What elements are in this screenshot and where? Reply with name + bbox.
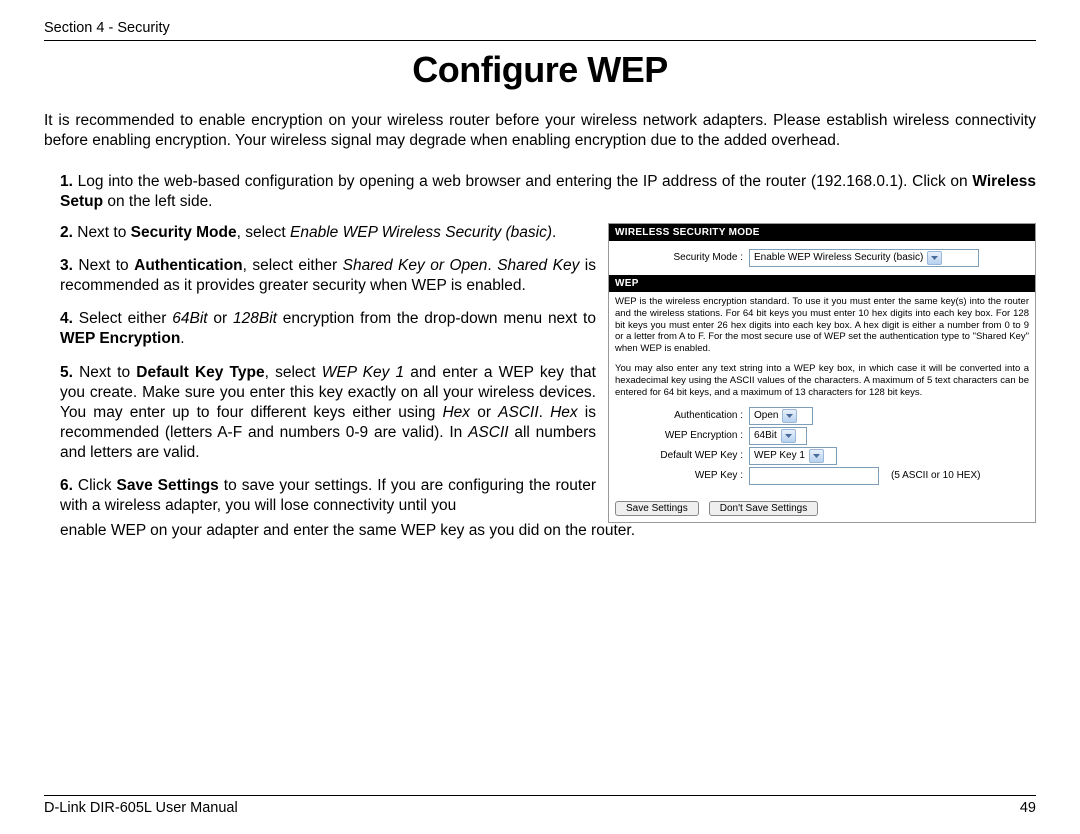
text: or bbox=[208, 310, 233, 327]
security-mode-header: WIRELESS SECURITY MODE bbox=[609, 224, 1035, 241]
wep-key-hint: (5 ASCII or 10 HEX) bbox=[891, 470, 980, 481]
text: Select either bbox=[73, 310, 172, 327]
section-header: Section 4 - Security bbox=[44, 20, 1036, 36]
security-mode-select[interactable]: Enable WEP Wireless Security (basic) bbox=[749, 249, 979, 267]
italic: ASCII bbox=[498, 404, 538, 421]
step-number: 5. bbox=[60, 364, 73, 381]
step-3: 3. Next to Authentication, select either… bbox=[44, 256, 596, 296]
italic: 64Bit bbox=[172, 310, 207, 327]
footer-left: D-Link DIR-605L User Manual bbox=[44, 800, 238, 816]
step-5: 5. Next to Default Key Type, select WEP … bbox=[44, 363, 596, 464]
select-value: Open bbox=[754, 410, 778, 421]
authentication-select[interactable]: Open bbox=[749, 407, 813, 425]
chevron-down-icon bbox=[781, 429, 796, 443]
step-4: 4. Select either 64Bit or 128Bit encrypt… bbox=[44, 309, 596, 349]
text: . bbox=[180, 330, 184, 347]
text: Next to bbox=[73, 364, 136, 381]
wep-encryption-select[interactable]: 64Bit bbox=[749, 427, 807, 445]
text: on the left side. bbox=[103, 193, 212, 210]
text: , select either bbox=[243, 257, 343, 274]
default-wep-key-label: Default WEP Key : bbox=[617, 450, 745, 461]
text: encryption from the drop-down menu next … bbox=[277, 310, 596, 327]
router-config-screenshot: WIRELESS SECURITY MODE Security Mode : E… bbox=[608, 223, 1036, 523]
text: Next to bbox=[73, 224, 131, 241]
wep-key-label: WEP Key : bbox=[617, 470, 745, 481]
wep-encryption-label: WEP Encryption : bbox=[617, 430, 745, 441]
select-value: Enable WEP Wireless Security (basic) bbox=[754, 252, 923, 263]
italic: WEP Key 1 bbox=[322, 364, 404, 381]
italic: 128Bit bbox=[233, 310, 277, 327]
bold: Default Key Type bbox=[136, 364, 264, 381]
page-title: Configure WEP bbox=[44, 49, 1036, 91]
step-number: 6. bbox=[60, 477, 73, 494]
default-wep-key-select[interactable]: WEP Key 1 bbox=[749, 447, 837, 465]
text: Next to bbox=[73, 257, 134, 274]
select-value: 64Bit bbox=[754, 430, 777, 441]
italic: Hex bbox=[442, 404, 470, 421]
chevron-down-icon bbox=[782, 409, 797, 423]
wep-header: WEP bbox=[609, 275, 1035, 292]
save-settings-button[interactable]: Save Settings bbox=[615, 501, 699, 516]
text: , select bbox=[265, 364, 322, 381]
text: . bbox=[539, 404, 550, 421]
italic: ASCII bbox=[468, 424, 508, 441]
text: . bbox=[552, 224, 556, 241]
italic: Shared Key or Open bbox=[343, 257, 488, 274]
text: Click bbox=[73, 477, 117, 494]
step-6-partial: 6. Click Save Settings to save your sett… bbox=[44, 476, 596, 516]
step-6-continuation: enable WEP on your adapter and enter the… bbox=[44, 521, 1036, 541]
wep-help-text-1: WEP is the wireless encryption standard.… bbox=[609, 292, 1035, 359]
bold: WEP Encryption bbox=[60, 330, 180, 347]
step-number: 4. bbox=[60, 310, 73, 327]
bold: Save Settings bbox=[116, 477, 218, 494]
step-1: 1. Log into the web-based configuration … bbox=[44, 172, 1036, 213]
page-footer: D-Link DIR-605L User Manual 49 bbox=[44, 795, 1036, 816]
chevron-down-icon bbox=[809, 449, 824, 463]
security-mode-label: Security Mode : bbox=[617, 252, 745, 263]
footer-page-number: 49 bbox=[1020, 800, 1036, 816]
chevron-down-icon bbox=[927, 251, 942, 265]
wep-key-input[interactable] bbox=[749, 467, 879, 485]
authentication-label: Authentication : bbox=[617, 410, 745, 421]
step-number: 1. bbox=[60, 173, 73, 190]
step-2: 2. Next to Security Mode, select Enable … bbox=[44, 223, 596, 243]
text: , select bbox=[237, 224, 290, 241]
italic: Shared Key bbox=[497, 257, 579, 274]
intro-paragraph: It is recommended to enable encryption o… bbox=[44, 111, 1036, 152]
bold: Security Mode bbox=[131, 224, 237, 241]
dont-save-settings-button[interactable]: Don't Save Settings bbox=[709, 501, 819, 516]
bold: Authentication bbox=[134, 257, 243, 274]
italic: Hex bbox=[550, 404, 578, 421]
wep-help-text-2: You may also enter any text string into … bbox=[609, 359, 1035, 403]
text: . bbox=[487, 257, 497, 274]
rule-bottom bbox=[44, 795, 1036, 796]
text: or bbox=[470, 404, 498, 421]
select-value: WEP Key 1 bbox=[754, 450, 805, 461]
step-number: 2. bbox=[60, 224, 73, 241]
text: Log into the web-based configuration by … bbox=[73, 173, 972, 190]
italic: Enable WEP Wireless Security (basic) bbox=[290, 224, 552, 241]
step-number: 3. bbox=[60, 257, 73, 274]
rule-top bbox=[44, 40, 1036, 41]
